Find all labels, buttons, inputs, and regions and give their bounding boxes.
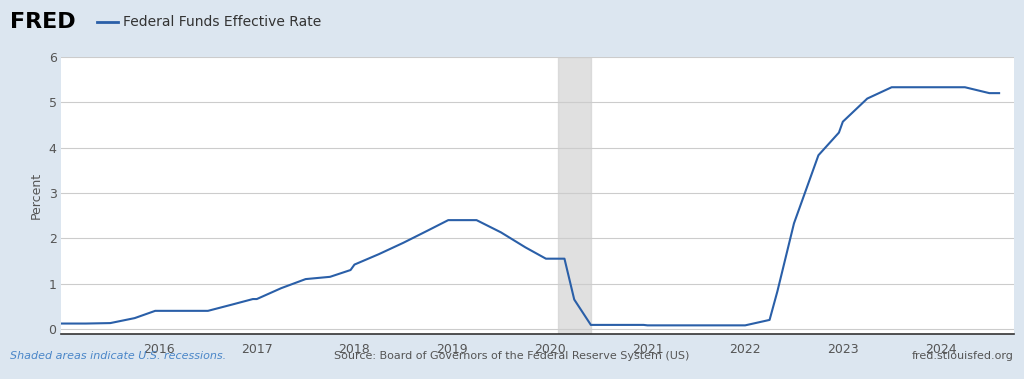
Text: Shaded areas indicate U.S. recessions.: Shaded areas indicate U.S. recessions. — [10, 351, 226, 361]
Bar — [558, 57, 591, 334]
Text: Federal Funds Effective Rate: Federal Funds Effective Rate — [123, 15, 322, 29]
Text: Source: Board of Governors of the Federal Reserve System (US): Source: Board of Governors of the Federa… — [334, 351, 690, 361]
Text: FRED: FRED — [10, 12, 76, 32]
Text: fred.stlouisfed.org: fred.stlouisfed.org — [912, 351, 1014, 361]
Y-axis label: Percent: Percent — [30, 172, 43, 219]
